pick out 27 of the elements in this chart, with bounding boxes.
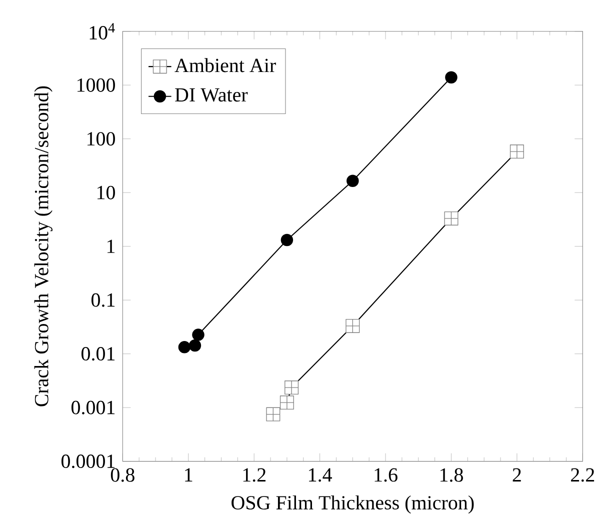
y-tick-label: 100 bbox=[87, 132, 115, 146]
point bbox=[192, 328, 204, 341]
y-tick-label: 1000 bbox=[77, 78, 115, 92]
x-axis-title: OSG Film Thickness (micron) bbox=[232, 495, 474, 514]
y-tick-label: 0.001 bbox=[71, 400, 115, 414]
legend-label: DI Water bbox=[175, 88, 248, 102]
x-tick-label: 1.4 bbox=[309, 468, 332, 482]
x-tick-label: 1.8 bbox=[440, 468, 463, 482]
x-tick-label: 2 bbox=[512, 468, 521, 482]
x-tick-label: 1 bbox=[185, 468, 192, 482]
point bbox=[280, 234, 294, 246]
y-tick-label: 10 bbox=[97, 186, 115, 200]
x-tick-label: 1.6 bbox=[374, 468, 398, 482]
point bbox=[346, 174, 359, 188]
point bbox=[178, 341, 191, 354]
y-tick-label: 0.1 bbox=[91, 293, 115, 307]
y-axis-title: Crack Growth Velocity (micron/second) bbox=[34, 86, 52, 406]
y-tick-label: 0.0001 bbox=[61, 454, 115, 468]
legend-label: Ambient Air bbox=[174, 58, 276, 72]
x-tick-label: 0.8 bbox=[110, 468, 134, 482]
y-tick-label: 1 bbox=[107, 240, 115, 253]
x-tick-label: 2.2 bbox=[571, 468, 594, 482]
point bbox=[188, 339, 202, 352]
y-tick-label: 0.01 bbox=[81, 347, 115, 361]
y-tick-label: 10$^{4}$ bbox=[90, 23, 115, 40]
x-tick-label: 1.2 bbox=[243, 468, 266, 482]
point bbox=[445, 71, 458, 84]
